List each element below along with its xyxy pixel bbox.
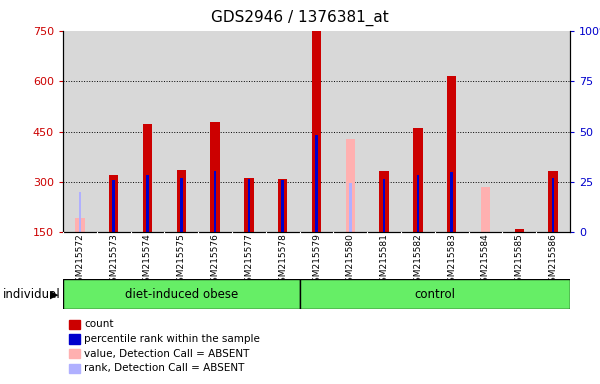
Text: GSM215578: GSM215578: [278, 233, 287, 288]
Text: value, Detection Call = ABSENT: value, Detection Call = ABSENT: [84, 349, 250, 359]
Text: diet-induced obese: diet-induced obese: [125, 288, 238, 301]
Bar: [312, 31, 321, 232]
Bar: [346, 139, 355, 232]
Bar: [315, 135, 318, 232]
Text: GSM215584: GSM215584: [481, 233, 490, 288]
Bar: [75, 218, 85, 232]
Bar: [63, 279, 299, 309]
Text: GSM215581: GSM215581: [380, 233, 389, 288]
Text: GSM215577: GSM215577: [244, 233, 253, 288]
Text: GSM215573: GSM215573: [109, 233, 118, 288]
Bar: [552, 177, 554, 232]
Bar: [383, 179, 385, 232]
Text: GSM215572: GSM215572: [76, 233, 85, 288]
Text: individual: individual: [3, 288, 61, 301]
Text: percentile rank within the sample: percentile rank within the sample: [84, 334, 260, 344]
Text: count: count: [84, 319, 113, 329]
Bar: [79, 192, 81, 232]
Bar: [349, 183, 352, 232]
Text: GSM215575: GSM215575: [177, 233, 186, 288]
Text: rank, Detection Call = ABSENT: rank, Detection Call = ABSENT: [84, 363, 244, 373]
Text: GSM215585: GSM215585: [515, 233, 524, 288]
Text: GSM215574: GSM215574: [143, 233, 152, 288]
Bar: [451, 172, 453, 232]
Text: GDS2946 / 1376381_at: GDS2946 / 1376381_at: [211, 10, 389, 26]
Text: GSM215586: GSM215586: [548, 233, 557, 288]
Bar: [548, 171, 558, 232]
Text: ▶: ▶: [50, 289, 59, 299]
Bar: [278, 179, 287, 232]
Bar: [447, 76, 457, 232]
Bar: [379, 171, 389, 232]
Bar: [413, 128, 422, 232]
Text: GSM215579: GSM215579: [312, 233, 321, 288]
Bar: [211, 122, 220, 232]
Bar: [180, 178, 182, 232]
Bar: [481, 187, 490, 232]
Text: GSM215576: GSM215576: [211, 233, 220, 288]
Bar: [416, 174, 419, 232]
Bar: [214, 171, 217, 232]
Bar: [176, 170, 186, 232]
Bar: [281, 180, 284, 232]
Bar: [109, 174, 118, 232]
Text: GSM215580: GSM215580: [346, 233, 355, 288]
Bar: [146, 174, 149, 232]
Bar: [248, 179, 250, 232]
Bar: [299, 279, 570, 309]
Bar: [143, 124, 152, 232]
Bar: [515, 229, 524, 232]
Text: GSM215582: GSM215582: [413, 233, 422, 288]
Text: control: control: [414, 288, 455, 301]
Bar: [244, 177, 254, 232]
Bar: [112, 180, 115, 232]
Text: GSM215583: GSM215583: [447, 233, 456, 288]
